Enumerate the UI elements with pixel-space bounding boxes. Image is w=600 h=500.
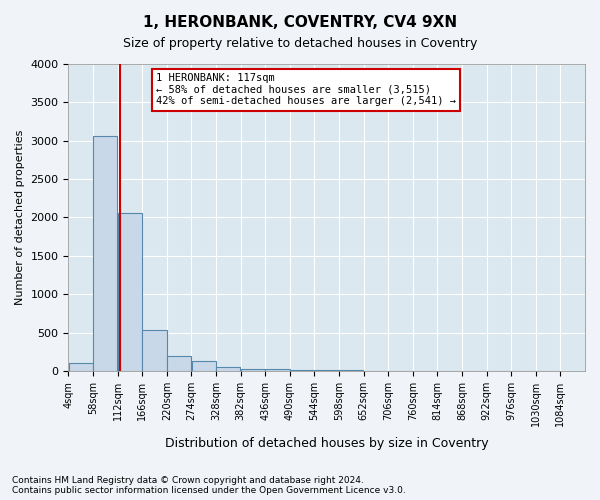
Text: 1, HERONBANK, COVENTRY, CV4 9XN: 1, HERONBANK, COVENTRY, CV4 9XN [143,15,457,30]
Y-axis label: Number of detached properties: Number of detached properties [15,130,25,305]
Bar [314,370,339,371]
Bar [167,356,191,371]
Bar [93,136,118,371]
Text: Contains HM Land Registry data © Crown copyright and database right 2024.: Contains HM Land Registry data © Crown c… [12,476,364,485]
Text: 1 HERONBANK: 117sqm
← 58% of detached houses are smaller (3,515)
42% of semi-det: 1 HERONBANK: 117sqm ← 58% of detached ho… [156,73,456,106]
Bar [191,360,216,371]
X-axis label: Distribution of detached houses by size in Coventry: Distribution of detached houses by size … [165,437,488,450]
Bar [68,363,93,371]
Bar [216,366,241,371]
Bar [265,370,290,371]
Bar [339,370,364,371]
Bar [118,213,142,371]
Bar [290,370,314,371]
Bar [241,368,265,371]
Bar [142,330,167,371]
Text: Size of property relative to detached houses in Coventry: Size of property relative to detached ho… [123,38,477,51]
Text: Contains public sector information licensed under the Open Government Licence v3: Contains public sector information licen… [12,486,406,495]
